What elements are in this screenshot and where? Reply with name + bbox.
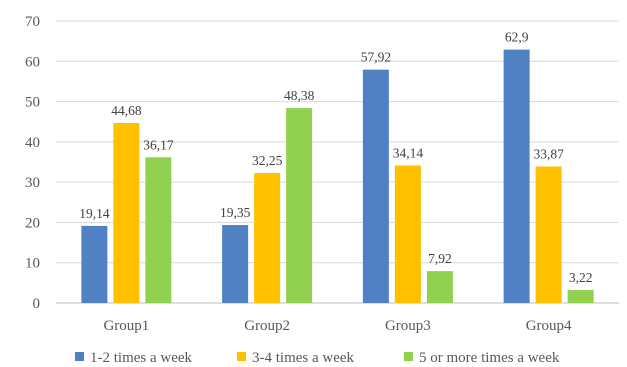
- bar: [222, 225, 249, 303]
- legend-swatch: [404, 352, 413, 361]
- y-tick-label: 70: [25, 14, 40, 30]
- bar: [535, 166, 562, 303]
- legend-label: 5 or more times a week: [419, 350, 560, 366]
- y-tick-label: 20: [25, 215, 40, 231]
- data-label: 44,68: [111, 103, 142, 118]
- y-tick-label: 0: [33, 296, 41, 312]
- bar: [503, 49, 530, 303]
- data-label: 19,35: [220, 205, 251, 220]
- category-label: Group1: [103, 318, 149, 334]
- legend-swatch: [237, 352, 246, 361]
- gridlines: [56, 20, 619, 304]
- y-axis-tick-labels: 0 10 20 30 40 50 60 70: [25, 14, 40, 312]
- data-label: 19,14: [79, 206, 110, 221]
- legend-label: 1-2 times a week: [90, 350, 193, 366]
- y-tick-label: 40: [25, 135, 40, 151]
- bar: [145, 157, 172, 303]
- bars: [81, 49, 594, 304]
- category-labels: Group1 Group2 Group3 Group4: [103, 318, 572, 334]
- data-label: 57,92: [361, 50, 391, 65]
- bar: [254, 173, 281, 303]
- bar: [567, 290, 594, 303]
- category-label: Group4: [526, 318, 572, 334]
- data-label: 32,25: [252, 153, 283, 168]
- bar: [394, 165, 421, 303]
- legend-label: 3-4 times a week: [252, 350, 355, 366]
- category-label: Group2: [244, 318, 290, 334]
- legend-swatch: [75, 352, 84, 361]
- bar: [362, 69, 389, 303]
- data-label: 3,22: [569, 270, 593, 285]
- data-label: 33,87: [533, 147, 564, 162]
- category-label: Group3: [385, 318, 431, 334]
- data-label: 34,14: [393, 145, 424, 160]
- data-label: 36,17: [143, 137, 174, 152]
- data-label: 62,9: [505, 30, 529, 45]
- data-label: 48,38: [284, 88, 315, 103]
- data-labels: 19,14 44,68 36,17 19,35 32,25 48,38 57,92 34,14…: [79, 30, 592, 285]
- bar: [426, 271, 453, 303]
- bar: [113, 123, 140, 304]
- y-tick-label: 50: [25, 95, 40, 111]
- bar: [286, 108, 313, 303]
- bar: [81, 225, 108, 303]
- y-tick-label: 10: [25, 256, 40, 272]
- y-tick-label: 60: [25, 54, 40, 70]
- data-label: 7,92: [428, 251, 452, 266]
- legend: 1-2 times a week 3-4 times a week 5 or mor…: [75, 350, 560, 366]
- y-tick-label: 30: [25, 175, 40, 191]
